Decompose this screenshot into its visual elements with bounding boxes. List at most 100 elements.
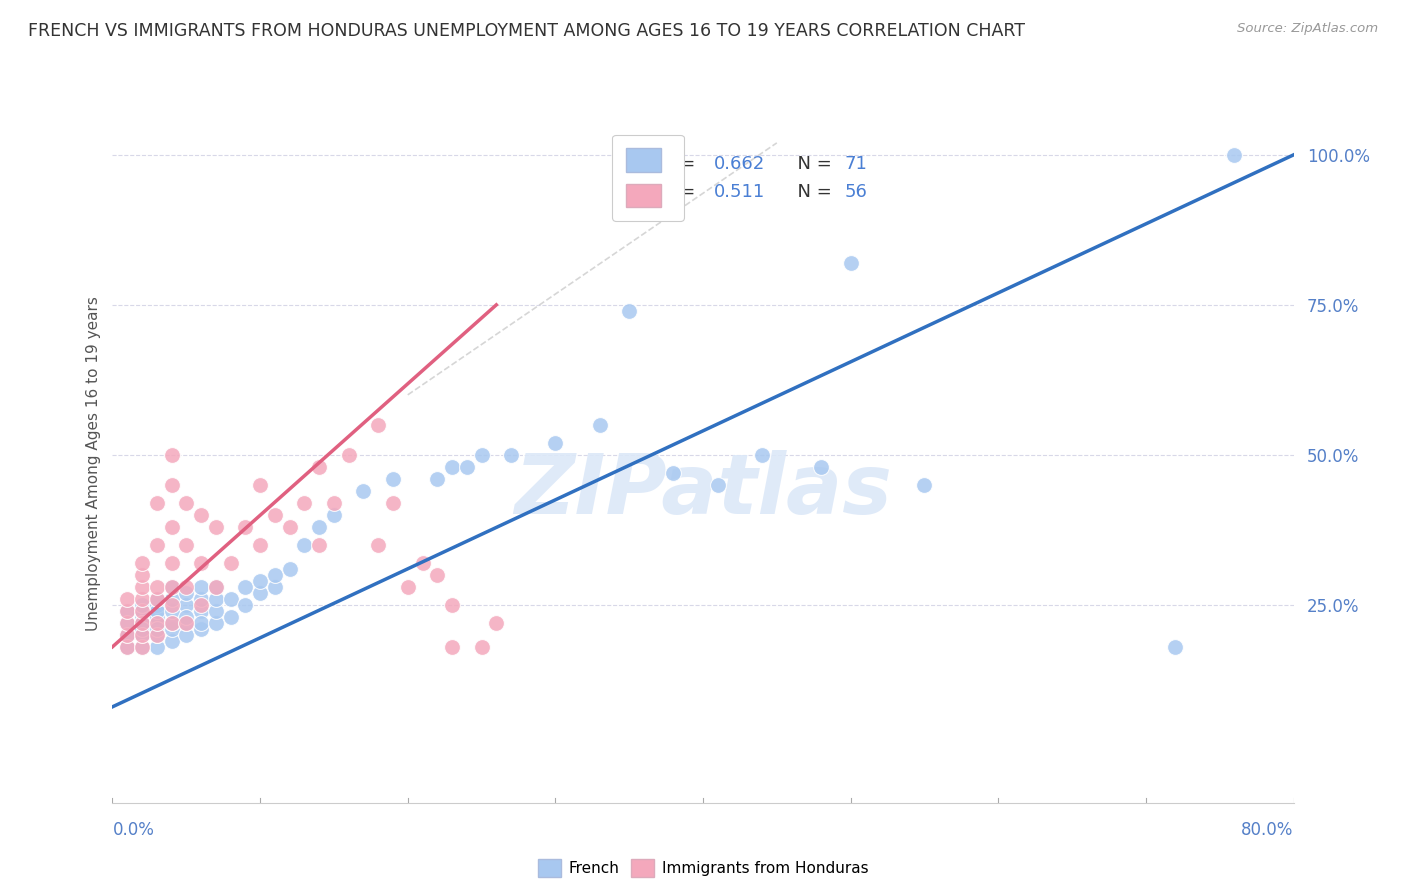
Point xyxy=(174,586,197,600)
Point xyxy=(131,628,153,642)
Point xyxy=(323,508,346,522)
Point xyxy=(146,580,169,594)
Point xyxy=(337,448,360,462)
Point xyxy=(146,610,169,624)
Point xyxy=(131,567,153,582)
Point xyxy=(174,610,197,624)
Text: 80.0%: 80.0% xyxy=(1241,821,1294,838)
Point xyxy=(249,586,271,600)
Point xyxy=(160,580,183,594)
Point xyxy=(131,580,153,594)
Point xyxy=(190,580,212,594)
Point xyxy=(131,598,153,612)
Point xyxy=(441,640,464,654)
Point xyxy=(117,628,138,642)
Point xyxy=(485,615,508,630)
Point xyxy=(131,604,153,618)
Point xyxy=(131,640,153,654)
Point xyxy=(233,598,256,612)
Point xyxy=(174,598,197,612)
Point xyxy=(131,591,153,606)
Point xyxy=(264,508,287,522)
Point xyxy=(810,459,832,474)
Point xyxy=(131,556,153,570)
Point xyxy=(146,622,169,636)
Point xyxy=(190,591,212,606)
Point xyxy=(146,591,169,606)
Point xyxy=(264,567,287,582)
Point xyxy=(205,580,228,594)
Point xyxy=(588,417,610,432)
Point xyxy=(914,478,936,492)
Point xyxy=(117,640,138,654)
Point xyxy=(190,604,212,618)
Point xyxy=(233,520,256,534)
Point xyxy=(146,628,169,642)
Point xyxy=(219,610,242,624)
Point xyxy=(146,591,169,606)
Point xyxy=(174,496,197,510)
Point xyxy=(426,472,449,486)
Point xyxy=(249,538,271,552)
Point xyxy=(160,598,183,612)
Point xyxy=(174,615,197,630)
Point xyxy=(308,538,330,552)
Point xyxy=(190,508,212,522)
Point xyxy=(751,448,773,462)
Point xyxy=(174,615,197,630)
Text: N =: N = xyxy=(786,155,837,173)
Point xyxy=(233,580,256,594)
Point xyxy=(117,591,138,606)
Point xyxy=(117,604,138,618)
Point xyxy=(205,520,228,534)
Point xyxy=(117,604,138,618)
Point xyxy=(117,640,138,654)
Point xyxy=(190,598,212,612)
Point xyxy=(323,496,346,510)
Point xyxy=(205,580,228,594)
Point xyxy=(131,628,153,642)
Point xyxy=(278,520,301,534)
Point xyxy=(292,496,315,510)
Y-axis label: Unemployment Among Ages 16 to 19 years: Unemployment Among Ages 16 to 19 years xyxy=(86,296,101,632)
Point xyxy=(278,562,301,576)
Point xyxy=(470,640,494,654)
Point xyxy=(131,615,153,630)
Point xyxy=(1164,640,1187,654)
Point xyxy=(146,604,169,618)
Point xyxy=(662,466,685,480)
Point xyxy=(160,556,183,570)
Point xyxy=(501,448,523,462)
Text: 56: 56 xyxy=(845,183,868,201)
Point xyxy=(544,435,567,450)
Point xyxy=(160,591,183,606)
Point xyxy=(160,633,183,648)
Point xyxy=(131,604,153,618)
Point xyxy=(706,478,728,492)
Text: Source: ZipAtlas.com: Source: ZipAtlas.com xyxy=(1237,22,1378,36)
Point xyxy=(146,640,169,654)
Text: R =: R = xyxy=(662,183,700,201)
Point xyxy=(205,615,228,630)
Text: R =: R = xyxy=(662,155,700,173)
Point xyxy=(292,538,315,552)
Point xyxy=(352,483,374,498)
Point xyxy=(205,591,228,606)
Text: 0.511: 0.511 xyxy=(714,183,765,201)
Point xyxy=(160,580,183,594)
Point xyxy=(470,448,494,462)
Text: N =: N = xyxy=(786,183,837,201)
Point xyxy=(160,478,183,492)
Point xyxy=(264,580,287,594)
Point xyxy=(160,604,183,618)
Point xyxy=(367,417,389,432)
Text: 0.662: 0.662 xyxy=(714,155,765,173)
Point xyxy=(619,303,641,318)
Point xyxy=(219,556,242,570)
Text: FRENCH VS IMMIGRANTS FROM HONDURAS UNEMPLOYMENT AMONG AGES 16 TO 19 YEARS CORREL: FRENCH VS IMMIGRANTS FROM HONDURAS UNEMP… xyxy=(28,22,1025,40)
Point xyxy=(131,615,153,630)
Point xyxy=(174,538,197,552)
Point xyxy=(160,615,183,630)
Point xyxy=(205,604,228,618)
Point xyxy=(131,640,153,654)
